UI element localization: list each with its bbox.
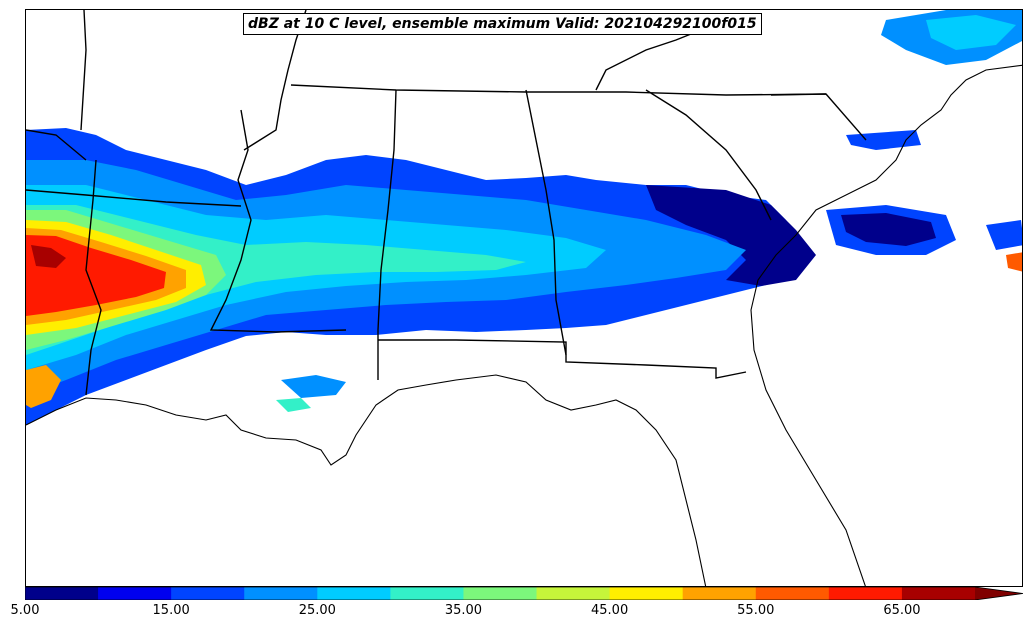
state-border-north-texas: [80, 10, 87, 131]
state-border-mississippi-alabama: [377, 89, 397, 380]
echo-cell-offshore: [1006, 252, 1022, 272]
colorbar-bin: [244, 587, 318, 600]
state-border-mississippi-river: [209, 109, 347, 333]
echo-cell-top-right-core: [926, 15, 1016, 50]
colorbar-bin: [25, 587, 99, 600]
colorbar-bin: [463, 587, 538, 600]
state-border-texas-louisiana: [85, 159, 102, 396]
colorbar-bin: [901, 587, 976, 600]
colorbar-tick-label: 5.00: [10, 603, 40, 618]
echo-cell-east-coast: [986, 220, 1022, 250]
echo-cell-carolina: [846, 130, 921, 150]
echo-edge-east: [646, 185, 816, 286]
colorbar-extend-arrow: [975, 587, 1023, 600]
colorbar-tick-label: 25.00: [298, 603, 336, 618]
colorbar-tick-label: 45.00: [591, 603, 629, 618]
colorbar-outline: [25, 587, 1023, 600]
echo-cell-gulf-coast: [281, 375, 346, 398]
state-border-tennessee-north: [290, 84, 827, 96]
colorbar-tick-label: 55.00: [737, 603, 775, 618]
state-border-river-north: [243, 10, 307, 151]
colorbar-bin: [98, 587, 172, 600]
colorbar-tick-label: 35.00: [444, 603, 483, 618]
colorbar-bin: [609, 587, 684, 600]
map-title: dBZ at 10 C level, ensemble maximum Vali…: [243, 13, 762, 35]
echo-cell-gulf-south: [276, 398, 311, 412]
echo-core-darkred: [31, 245, 66, 268]
echo-cell-northeast-edge: [841, 213, 936, 246]
colorbar-bin: [171, 587, 245, 600]
state-border-missouri: [26, 129, 87, 161]
colorbar-bin: [317, 587, 391, 600]
coastline: [26, 374, 707, 586]
colorbar-bin: [682, 587, 757, 600]
colorbar-bin: [390, 587, 464, 600]
geographic-boundaries: [26, 10, 1022, 586]
state-border-alabama-georgia: [525, 89, 567, 356]
colorbar: [25, 587, 1023, 600]
colorbar-bin: [755, 587, 830, 600]
colorbar-tick-label: 15.00: [152, 603, 190, 618]
colorbar-bin: [828, 587, 903, 600]
colorbar-bin: [536, 587, 611, 600]
colorbar-tick-label: 65.00: [883, 603, 921, 618]
state-border-florida-north: [378, 339, 747, 379]
coastline-atlantic: [750, 64, 1022, 586]
map-panel: [25, 9, 1023, 587]
echo-cell-south-texas: [26, 365, 61, 408]
state-border-arkansas-south: [26, 189, 242, 207]
reflectivity-field: [26, 10, 1022, 425]
state-border-carolina: [645, 89, 772, 221]
state-border-nc-sc: [770, 93, 867, 141]
